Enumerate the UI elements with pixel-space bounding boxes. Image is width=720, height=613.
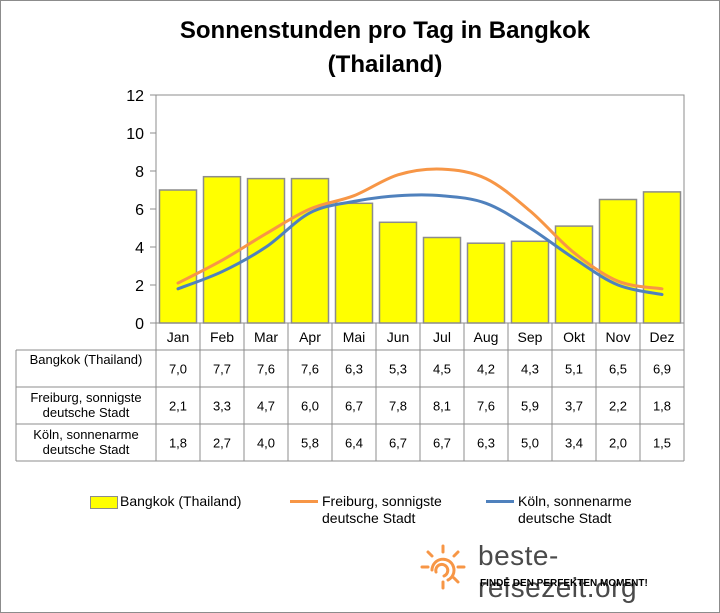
axes-group: 0 2 4 6 8 10 12 — [126, 88, 685, 333]
table-cell: 1,8 — [169, 436, 187, 451]
table-cell: 4,5 — [433, 362, 451, 377]
table-cell: 6,9 — [653, 362, 671, 377]
table-cell: 5,8 — [301, 436, 319, 451]
bar-apr — [290, 177, 330, 324]
table-cell: 7,8 — [389, 399, 407, 414]
table-cell: 6,7 — [433, 436, 451, 451]
table-row-label: Bangkok (Thailand) — [30, 352, 143, 367]
table-cell: 3,3 — [213, 399, 231, 414]
bar-jul — [422, 236, 462, 324]
bar-feb — [202, 175, 242, 324]
x-tick-label-jun: Jun — [387, 329, 410, 345]
table-cell: 6,0 — [301, 399, 319, 414]
table-cell: 6,7 — [345, 399, 363, 414]
table-row-label: deutsche Stadt — [43, 442, 130, 457]
table-cell: 7,6 — [301, 362, 319, 377]
line-series-koeln — [176, 193, 664, 296]
table-cell: 5,9 — [521, 399, 539, 414]
table-cell: 7,6 — [477, 399, 495, 414]
table-cell: 4,2 — [477, 362, 495, 377]
table-cell: 6,5 — [609, 362, 627, 377]
x-tick-label-okt: Okt — [563, 329, 585, 345]
y-tick-label: 6 — [135, 202, 144, 219]
table-row-label: Köln, sonnenarme — [33, 427, 139, 442]
x-tick-label-jan: Jan — [167, 329, 190, 345]
table-cell: 4,7 — [257, 399, 275, 414]
y-tick-label: 8 — [135, 164, 144, 181]
bar-sep — [510, 240, 550, 324]
bar-mar — [246, 177, 286, 324]
table-cell: 3,7 — [565, 399, 583, 414]
table-cell: 6,4 — [345, 436, 363, 451]
table-cell: 7,7 — [213, 362, 231, 377]
table-cell: 6,3 — [345, 362, 363, 377]
table-cell: 1,5 — [653, 436, 671, 451]
table-cell: 4,0 — [257, 436, 275, 451]
table-cell: 5,3 — [389, 362, 407, 377]
x-tick-label-mai: Mai — [343, 329, 366, 345]
table-cell: 6,7 — [389, 436, 407, 451]
brand-name: beste-reisezeit.org — [478, 540, 638, 603]
table-row-label: deutsche Stadt — [43, 405, 130, 420]
line-series-freiburg — [176, 167, 664, 291]
bars-group — [158, 175, 682, 324]
x-tick-label-mar: Mar — [254, 329, 278, 345]
table-cell: 2,7 — [213, 436, 231, 451]
table-cell: 6,3 — [477, 436, 495, 451]
x-tick-label-feb: Feb — [210, 329, 234, 345]
x-tick-label-dez: Dez — [650, 329, 675, 345]
lines-group — [176, 167, 664, 296]
bar-nov — [598, 198, 638, 324]
table-cell: 5,0 — [521, 436, 539, 451]
brand-tagline: FINDE DEN PERFEKTEN MOMENT! — [480, 578, 648, 589]
table-cell: 2,1 — [169, 399, 187, 414]
table-cell: 7,0 — [169, 362, 187, 377]
y-tick-label: 0 — [135, 316, 144, 333]
chart-title: Sonnenstunden pro Tag in Bangkok (Thaila… — [179, 17, 591, 78]
bar-mai — [334, 202, 374, 324]
table-cell: 2,2 — [609, 399, 627, 414]
table-cell: 3,4 — [565, 436, 583, 451]
y-tick-label: 2 — [135, 278, 144, 295]
bar-dez — [642, 191, 682, 324]
y-tick-label: 12 — [126, 88, 144, 105]
bar-jan — [158, 189, 198, 324]
bar-jun — [378, 221, 418, 324]
table-cell: 7,6 — [257, 362, 275, 377]
x-tick-label-aug: Aug — [474, 329, 499, 345]
table-cell: 5,1 — [565, 362, 583, 377]
table-cell: 4,3 — [521, 362, 539, 377]
x-tick-label-nov: Nov — [606, 329, 631, 345]
sun-icon — [420, 544, 466, 590]
y-tick-label: 10 — [126, 126, 144, 143]
brand-logo: beste-reisezeit.org FINDE DEN PERFEKTEN … — [418, 538, 708, 603]
table-cell: 2,0 — [609, 436, 627, 451]
x-tick-label-apr: Apr — [299, 329, 321, 345]
x-tick-label-sep: Sep — [518, 329, 543, 345]
table-cell: 8,1 — [433, 399, 451, 414]
data-table-group: Jan Feb Mar Apr Mai Jun Jul Aug Sep Okt Nov Dez Bang… — [15, 323, 685, 462]
bar-aug — [466, 242, 506, 324]
table-cell: 1,8 — [653, 399, 671, 414]
x-tick-label-jul: Jul — [433, 329, 451, 345]
table-row-label: Freiburg, sonnigste — [30, 390, 141, 405]
y-tick-label: 4 — [135, 240, 144, 257]
